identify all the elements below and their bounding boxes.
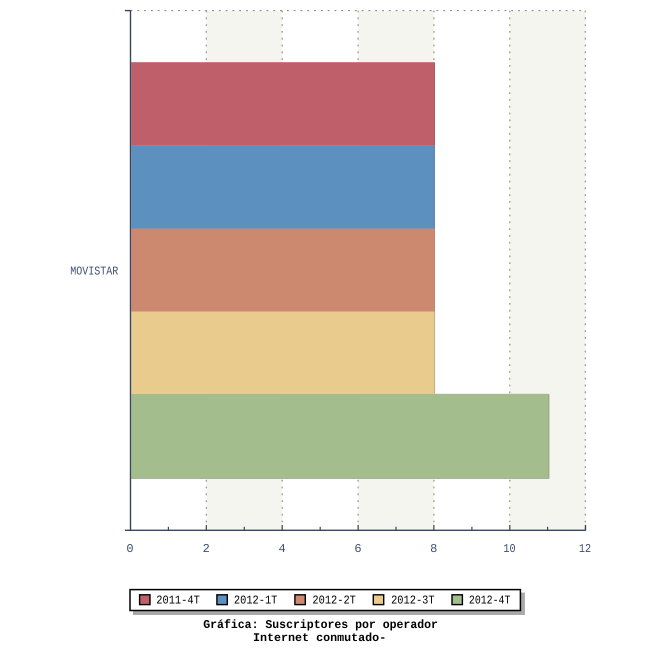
svg-text:0: 0 xyxy=(126,542,133,556)
svg-text:MOVISTAR: MOVISTAR xyxy=(70,265,118,279)
svg-text:2011-4T: 2011-4T xyxy=(156,593,200,607)
svg-text:2012-1T: 2012-1T xyxy=(234,593,278,607)
svg-text:6: 6 xyxy=(354,542,361,556)
svg-text:Gráfica: Suscriptores por oper: Gráfica: Suscriptores por operador xyxy=(203,618,438,632)
svg-text:Internet conmutado-: Internet conmutado- xyxy=(253,631,386,645)
svg-text:2012-3T: 2012-3T xyxy=(391,593,435,607)
svg-text:8: 8 xyxy=(430,542,437,556)
svg-text:4: 4 xyxy=(278,542,285,556)
svg-text:12: 12 xyxy=(579,542,591,556)
svg-text:10: 10 xyxy=(503,542,515,556)
svg-text:2012-2T: 2012-2T xyxy=(312,593,356,607)
svg-text:2012-4T: 2012-4T xyxy=(469,593,511,607)
svg-text:2: 2 xyxy=(203,542,210,556)
